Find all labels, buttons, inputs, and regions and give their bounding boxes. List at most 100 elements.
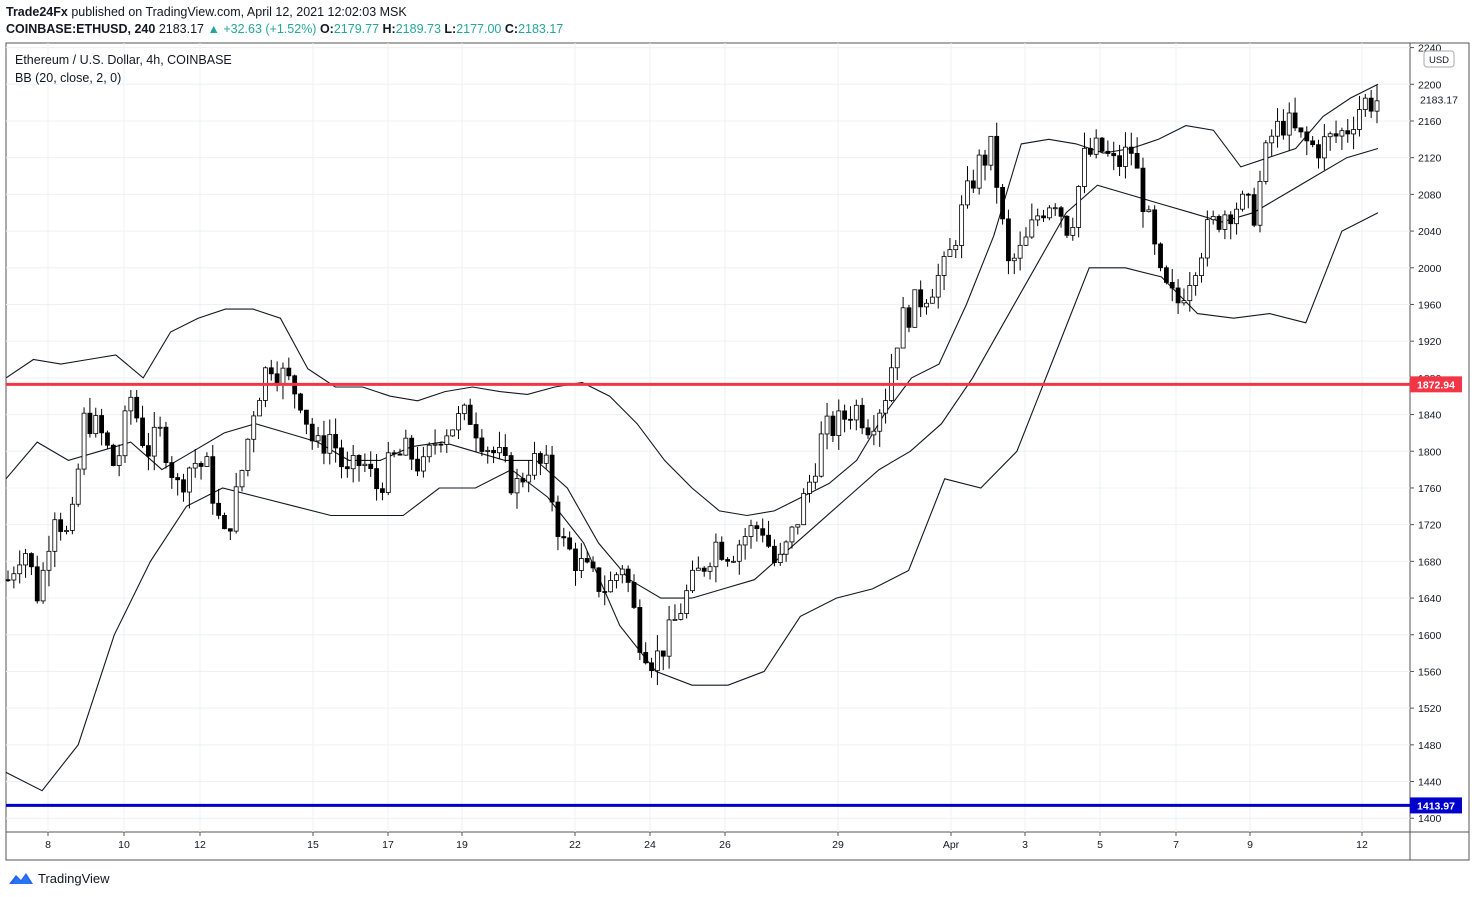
y-tick-label: 1440 bbox=[1418, 777, 1442, 789]
candle-body bbox=[1011, 257, 1017, 262]
candle-body bbox=[128, 396, 134, 412]
candle-body bbox=[362, 463, 368, 466]
y-tick-label: 1720 bbox=[1418, 520, 1442, 532]
candle-body bbox=[672, 618, 678, 621]
y-tick-label: 2120 bbox=[1418, 153, 1442, 165]
candle-body bbox=[5, 579, 11, 582]
candle-body bbox=[403, 437, 409, 456]
candle-body bbox=[596, 567, 602, 592]
candle-body bbox=[40, 569, 46, 602]
candle-body bbox=[877, 412, 883, 432]
candle-body bbox=[883, 400, 888, 414]
x-tick-label: 29 bbox=[832, 839, 844, 851]
level-price-label: 1872.94 bbox=[1417, 379, 1455, 391]
y-tick-label: 1520 bbox=[1418, 703, 1442, 715]
candle-body bbox=[286, 367, 292, 377]
candle-body bbox=[222, 515, 227, 530]
tradingview-brand[interactable]: TradingView bbox=[8, 870, 110, 886]
candle-body bbox=[754, 525, 760, 530]
candle-body bbox=[122, 410, 128, 457]
candle-body bbox=[643, 652, 649, 664]
candle-body bbox=[830, 415, 836, 437]
currency-label: USD bbox=[1429, 55, 1449, 66]
y-tick-label: 1760 bbox=[1418, 483, 1442, 495]
candle-body bbox=[736, 544, 742, 562]
candle-body bbox=[777, 553, 783, 564]
currency-badge bbox=[1423, 50, 1455, 68]
candle-body bbox=[181, 479, 186, 493]
candle-body bbox=[625, 568, 631, 583]
candle-body bbox=[432, 443, 438, 446]
candle-body bbox=[1286, 112, 1292, 136]
price-change: ▲ +32.63 (+1.52%) bbox=[207, 22, 317, 36]
candle-body bbox=[567, 537, 573, 550]
candle-body bbox=[988, 135, 994, 166]
candle-body bbox=[807, 481, 812, 494]
candle-body bbox=[1158, 243, 1163, 269]
candle-body bbox=[947, 249, 953, 257]
candle-body bbox=[146, 445, 151, 457]
candle-body bbox=[274, 373, 280, 385]
ohlc-header: COINBASE:ETHUSD, 240 2183.17 ▲ +32.63 (+… bbox=[6, 22, 563, 36]
candle-body bbox=[707, 566, 713, 572]
candle-body bbox=[1000, 187, 1005, 220]
x-tick-label: Apr bbox=[943, 839, 960, 851]
candle-body bbox=[268, 367, 274, 375]
candle-body bbox=[1035, 215, 1041, 221]
candle-body bbox=[321, 435, 327, 454]
candle-body bbox=[1234, 208, 1239, 225]
candle-body bbox=[58, 519, 64, 532]
candle-body bbox=[233, 486, 239, 532]
candle-body bbox=[818, 433, 824, 477]
candle-body bbox=[772, 545, 777, 564]
candle-body bbox=[918, 289, 924, 308]
candle-body bbox=[1041, 215, 1046, 219]
candle-body bbox=[865, 427, 871, 436]
candle-body bbox=[894, 347, 900, 369]
y-tick-label: 2160 bbox=[1418, 116, 1442, 128]
candle-body bbox=[1181, 300, 1187, 304]
candle-body bbox=[590, 561, 596, 569]
last-price: 2183.17 bbox=[158, 22, 205, 36]
candle-body bbox=[608, 580, 613, 593]
candle-body bbox=[110, 444, 116, 466]
candle-body bbox=[929, 296, 935, 304]
candle-body bbox=[163, 426, 169, 463]
candle-body bbox=[924, 302, 929, 308]
candle-body bbox=[695, 567, 701, 571]
candle-body bbox=[350, 455, 356, 470]
candle-body bbox=[1029, 219, 1035, 238]
candle-body bbox=[333, 434, 339, 449]
candle-body bbox=[409, 437, 415, 460]
candle-body bbox=[1245, 193, 1251, 196]
x-tick-label: 24 bbox=[644, 839, 656, 851]
candle-body bbox=[836, 410, 842, 437]
candle-body bbox=[842, 410, 848, 420]
candle-body bbox=[374, 468, 379, 490]
candle-body bbox=[368, 463, 374, 470]
candle-body bbox=[848, 418, 853, 421]
candle-body bbox=[731, 560, 736, 563]
author-name[interactable]: Trade24Fx bbox=[6, 5, 68, 19]
publish-header: Trade24Fx published on TradingView.com, … bbox=[6, 5, 407, 19]
candle-body bbox=[1327, 133, 1333, 138]
symbol-label: COINBASE:ETHUSD, 240 bbox=[6, 22, 156, 36]
candle-body bbox=[502, 447, 508, 456]
candle-body bbox=[1257, 181, 1263, 226]
candle-body bbox=[666, 619, 672, 657]
candle-body bbox=[438, 443, 444, 446]
candle-body bbox=[1362, 97, 1368, 110]
candle-body bbox=[1123, 146, 1128, 167]
candle-body bbox=[1292, 112, 1298, 129]
candle-body bbox=[1006, 218, 1011, 262]
x-tick-label: 5 bbox=[1097, 839, 1103, 851]
candle-body bbox=[1076, 186, 1082, 228]
candle-body bbox=[789, 526, 795, 543]
candle-body bbox=[959, 204, 965, 246]
candle-body bbox=[678, 613, 684, 620]
indicator-legend[interactable]: BB (20, close, 2, 0) bbox=[15, 71, 122, 85]
level-price-tag bbox=[1410, 797, 1462, 814]
candle-body bbox=[397, 453, 403, 456]
candle-body bbox=[1111, 153, 1117, 157]
